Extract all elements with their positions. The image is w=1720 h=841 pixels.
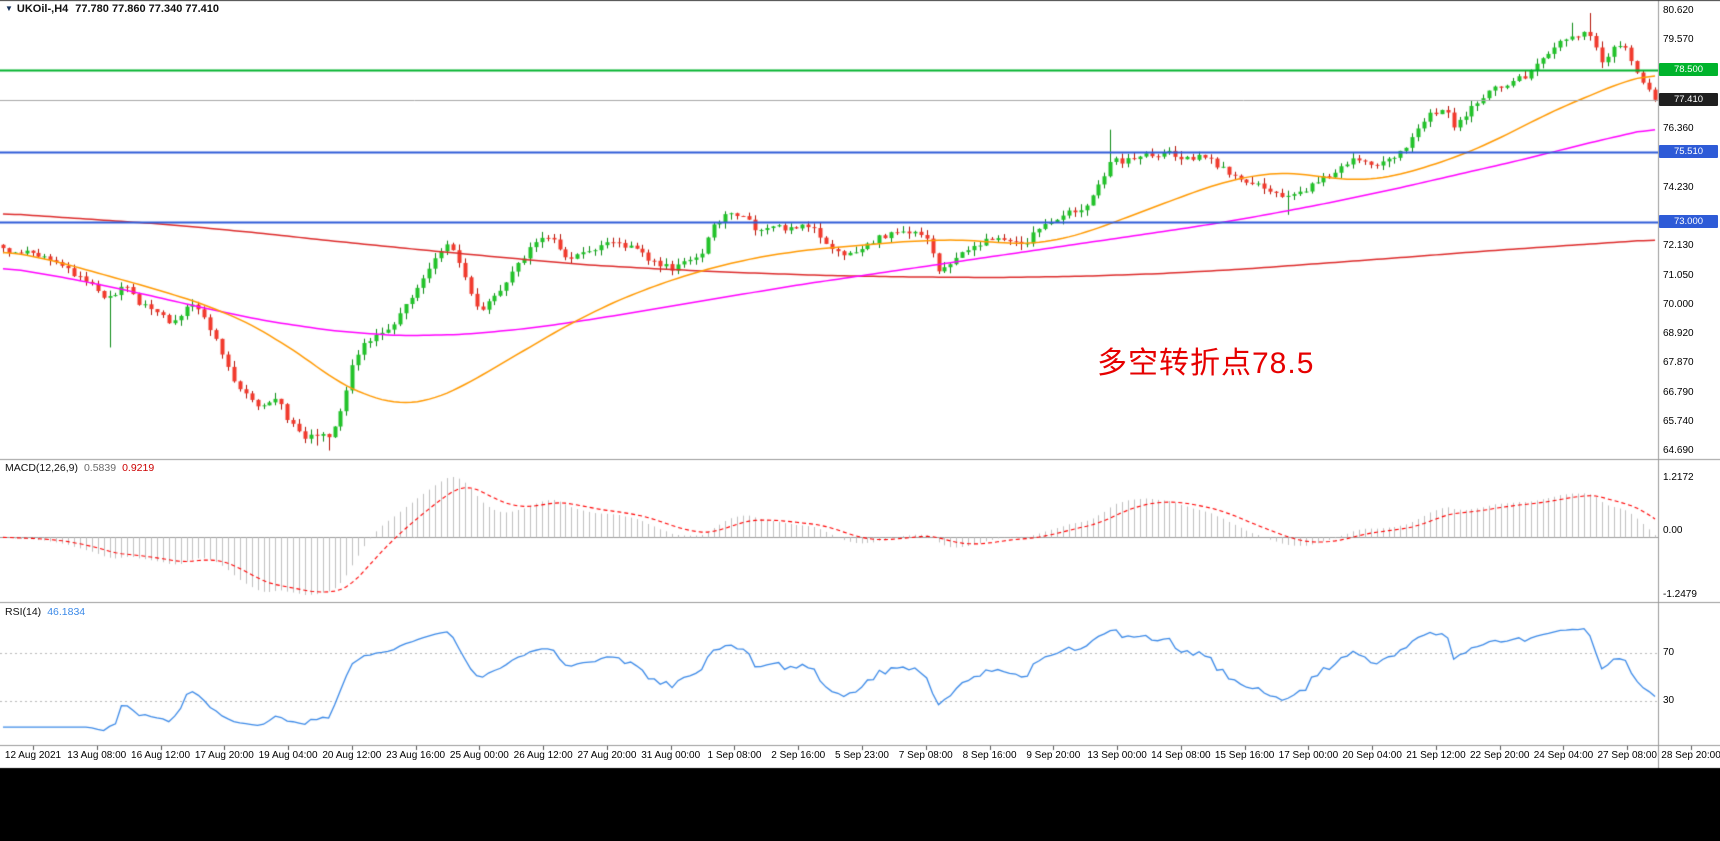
macd-axis-min: -1.2479: [1663, 589, 1697, 600]
time-axis-label: 24 Sep 04:00: [1533, 750, 1594, 761]
rsi-axis-tick: 30: [1663, 695, 1675, 707]
price-axis-tick: 72.130: [1663, 239, 1694, 251]
time-axis-label: 16 Aug 12:00: [131, 750, 191, 761]
rsi-indicator-label: RSI(14) 46.1834: [5, 606, 91, 618]
price-axis-tick: 66.790: [1663, 387, 1694, 399]
time-axis-label: 12 Aug 2021: [4, 750, 62, 761]
chart-header: ▼ UKOil-,H4 77.780 77.860 77.340 77.410: [5, 3, 219, 15]
time-axis-label: 9 Sep 20:00: [1026, 750, 1081, 761]
macd-main-value: 0.5839: [83, 462, 117, 474]
chart-annotation-text[interactable]: 多空转折点78.5: [1097, 347, 1315, 380]
time-axis-label: 19 Aug 04:00: [258, 750, 318, 761]
time-axis-label: 26 Aug 12:00: [513, 750, 573, 761]
price-axis-tick: 74.230: [1663, 181, 1694, 193]
time-axis-label: 1 Sep 08:00: [707, 750, 762, 761]
time-axis-label: 22 Sep 20:00: [1469, 750, 1530, 761]
time-axis-label: 5 Sep 23:00: [835, 750, 889, 761]
level-price-badge: 73.000: [1659, 214, 1718, 228]
price-axis-tick: 65.740: [1663, 416, 1694, 428]
level-price-badge: 78.500: [1659, 62, 1718, 76]
time-axis-label: 17 Aug 20:00: [194, 750, 254, 761]
macd-indicator-label: MACD(12,26,9) 0.5839 0.9219: [5, 462, 160, 474]
price-axis-tick: 67.870: [1663, 357, 1694, 369]
time-axis-label: 13 Aug 08:00: [67, 750, 127, 761]
time-axis-label: 23 Aug 16:00: [386, 750, 446, 761]
price-axis-tick: 76.360: [1663, 122, 1694, 134]
price-axis-tick: 68.920: [1663, 328, 1694, 340]
time-axis-label: 27 Sep 08:00: [1597, 750, 1658, 761]
rsi-params-label: RSI(14): [5, 606, 42, 618]
price-axis-tick: 71.050: [1663, 269, 1694, 281]
time-axis-label: 20 Sep 04:00: [1342, 750, 1402, 761]
time-axis-label: 31 Aug 00:00: [641, 750, 701, 761]
symbol-marker-icon: ▼: [5, 4, 13, 13]
current-price-badge: 77.410: [1659, 92, 1718, 106]
time-axis-label: 28 Sep 20:00: [1661, 750, 1720, 761]
macd-axis-zero: 0.00: [1663, 525, 1683, 537]
time-axis-label: 21 Sep 12:00: [1406, 750, 1466, 761]
macd-axis-max: 1.2172: [1663, 472, 1694, 483]
time-axis-label: 20 Aug 12:00: [322, 750, 382, 761]
rsi-axis-tick: 70: [1663, 646, 1675, 658]
price-axis-tick: 79.570: [1663, 34, 1694, 46]
time-axis-label: 15 Sep 16:00: [1214, 750, 1275, 761]
time-axis-label: 14 Sep 08:00: [1151, 750, 1211, 761]
price-axis-tick: 64.690: [1663, 445, 1694, 457]
time-axis-label: 27 Aug 20:00: [577, 750, 637, 761]
time-axis-label: 17 Sep 00:00: [1278, 750, 1339, 761]
macd-signal-value: 0.9219: [122, 462, 155, 474]
time-axis-label: 7 Sep 08:00: [898, 750, 953, 761]
symbol-timeframe-label: UKOil-,H4: [16, 3, 69, 15]
macd-params-label: MACD(12,26,9): [5, 462, 78, 474]
price-axis-tick: 80.620: [1663, 5, 1694, 17]
time-axis-label: 13 Sep 00:00: [1087, 750, 1147, 761]
price-axis-tick: 70.000: [1663, 298, 1694, 310]
rsi-value: 46.1834: [47, 606, 86, 618]
time-axis-label: 8 Sep 16:00: [962, 750, 1017, 761]
time-axis-label: 2 Sep 16:00: [771, 750, 826, 761]
time-axis-label: 25 Aug 00:00: [449, 750, 509, 761]
level-price-badge: 75.510: [1659, 145, 1718, 159]
ohlc-values: 77.780 77.860 77.340 77.410: [75, 3, 220, 15]
